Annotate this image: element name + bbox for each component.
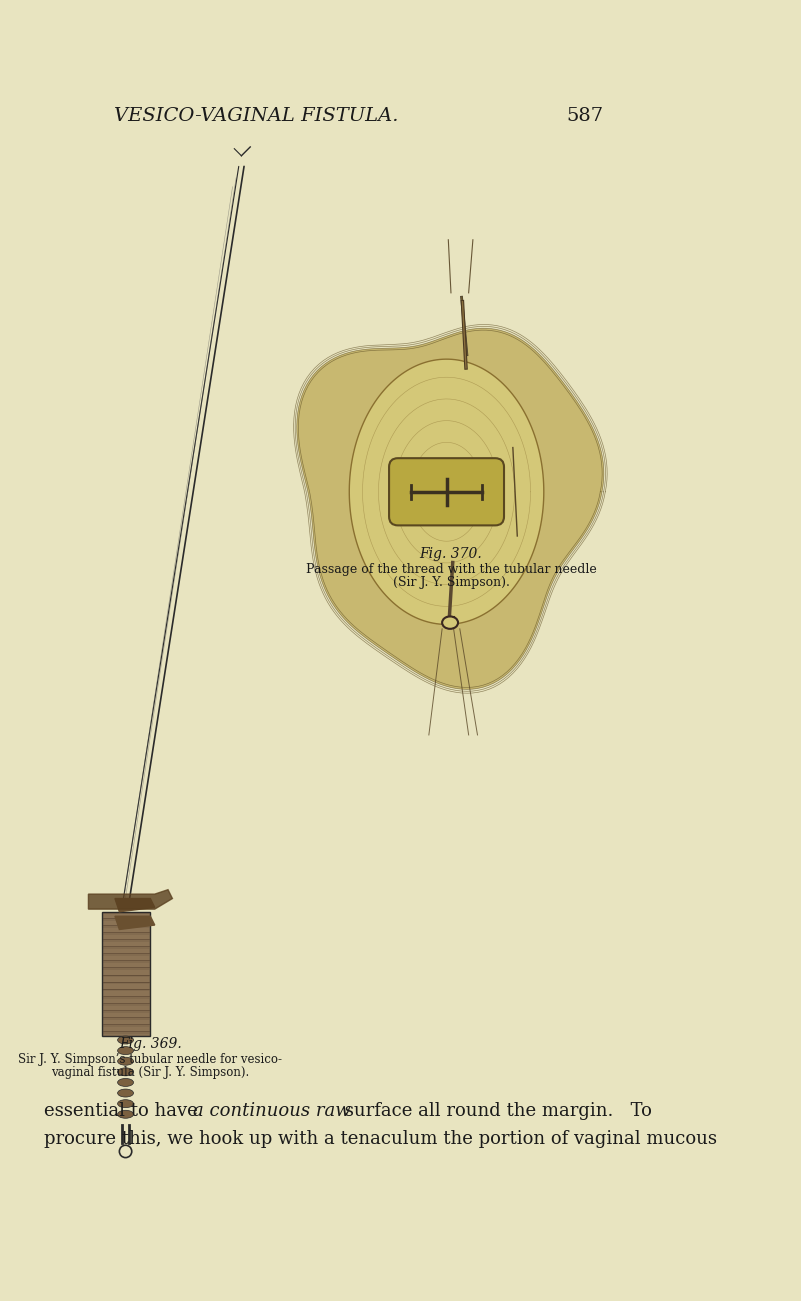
Bar	[102, 912, 151, 1036]
Text: Sir J. Y. Simpson’s tubular needle for vesico-: Sir J. Y. Simpson’s tubular needle for v…	[18, 1053, 282, 1066]
Ellipse shape	[118, 1099, 134, 1107]
Text: procure this, we hook up with a tenaculum the portion of vaginal mucous: procure this, we hook up with a tenaculu…	[44, 1131, 717, 1147]
Text: Passage of the thread with the tubular needle: Passage of the thread with the tubular n…	[306, 563, 596, 576]
Ellipse shape	[118, 1089, 134, 1097]
Text: surface all round the margin.   To: surface all round the margin. To	[339, 1102, 651, 1120]
Polygon shape	[349, 359, 544, 624]
Text: Fig. 369.: Fig. 369.	[119, 1037, 182, 1051]
Ellipse shape	[118, 1079, 134, 1086]
Polygon shape	[88, 890, 172, 909]
Ellipse shape	[118, 1046, 134, 1055]
Text: a continuous raw: a continuous raw	[193, 1102, 350, 1120]
Ellipse shape	[442, 617, 458, 628]
FancyBboxPatch shape	[389, 458, 504, 526]
Polygon shape	[115, 899, 155, 912]
Ellipse shape	[118, 1058, 134, 1066]
Ellipse shape	[118, 1068, 134, 1076]
Text: vaginal fistula (Sir J. Y. Simpson).: vaginal fistula (Sir J. Y. Simpson).	[51, 1067, 249, 1080]
Text: Fig. 370.: Fig. 370.	[420, 546, 482, 561]
Polygon shape	[297, 328, 604, 690]
Ellipse shape	[118, 1036, 134, 1043]
Text: (Sir J. Y. Simpson).: (Sir J. Y. Simpson).	[392, 576, 509, 589]
Ellipse shape	[118, 1110, 134, 1119]
Text: 587: 587	[566, 107, 603, 125]
Text: essential to have: essential to have	[44, 1102, 203, 1120]
Text: VESICO-VAGINAL FISTULA.: VESICO-VAGINAL FISTULA.	[115, 107, 399, 125]
Polygon shape	[115, 916, 155, 929]
